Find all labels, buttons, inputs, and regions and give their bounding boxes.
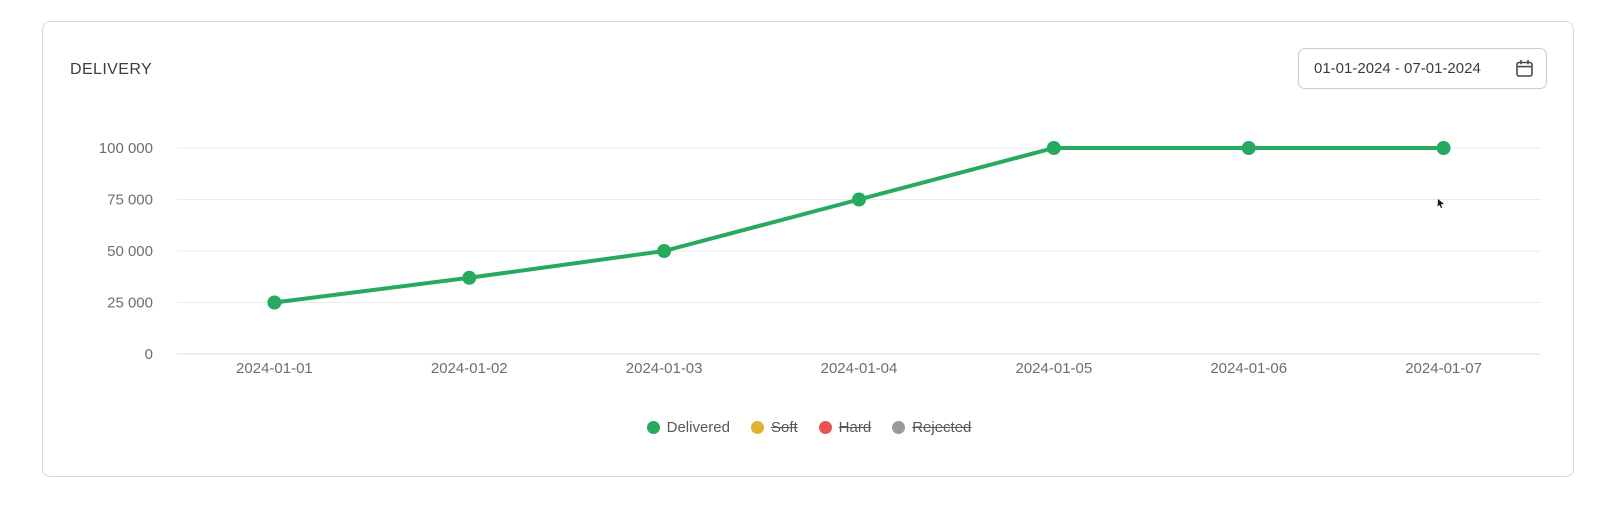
- date-range-value: 01-01-2024 - 07-01-2024: [1314, 60, 1481, 77]
- x-tick-label: 2024-01-07: [1405, 360, 1482, 377]
- data-point-delivered[interactable]: [462, 270, 477, 285]
- legend-label: Soft: [770, 419, 798, 436]
- y-tick-label: 0: [145, 346, 153, 363]
- legend-label: Rejected: [912, 419, 972, 436]
- calendar-icon: [1516, 59, 1533, 77]
- x-tick-label: 2024-01-06: [1210, 360, 1287, 377]
- data-point-delivered[interactable]: [852, 192, 866, 207]
- legend-item-soft[interactable]: Soft: [750, 419, 798, 436]
- data-point-delivered[interactable]: [657, 244, 672, 258]
- date-range-picker[interactable]: 01-01-2024 - 07-01-2024: [1298, 48, 1547, 89]
- data-point-delivered[interactable]: [1436, 141, 1451, 155]
- y-tick-label: 50 000: [107, 243, 153, 260]
- data-point-delivered[interactable]: [1046, 141, 1061, 155]
- mouse-cursor: [1437, 199, 1444, 208]
- legend-dot-rejected: [892, 421, 906, 434]
- legend-dot-soft: [750, 421, 764, 434]
- legend-item-hard[interactable]: Hard: [818, 419, 872, 436]
- legend-label: Delivered: [666, 419, 730, 436]
- y-tick-label: 100 000: [99, 140, 153, 157]
- chart-canvas: 0 25 000 50 000 75 000 100 000 2024-01-01 2024…: [99, 140, 1541, 377]
- page-title: DELIVERY: [70, 61, 153, 78]
- legend-dot-hard: [818, 421, 832, 434]
- line-chart: 0 25 000 50 000 75 000 100 000 2024-01-01 2024…: [43, 122, 1575, 402]
- chart-legend: Delivered Soft Hard Rejected: [43, 419, 1575, 436]
- series-line-delivered: [272, 146, 1446, 305]
- x-tick-label: 2024-01-05: [1015, 360, 1092, 377]
- x-tick-label: 2024-01-01: [236, 360, 313, 377]
- data-point-delivered[interactable]: [1241, 141, 1256, 155]
- x-tick-label: 2024-01-02: [431, 360, 508, 377]
- legend-item-rejected[interactable]: Rejected: [892, 419, 971, 436]
- x-tick-label: 2024-01-04: [821, 360, 898, 377]
- y-tick-label: 75 000: [107, 192, 153, 209]
- x-tick-label: 2024-01-03: [626, 360, 703, 377]
- legend-dot-delivered: [646, 421, 660, 434]
- data-point-delivered[interactable]: [267, 295, 282, 310]
- legend-label: Hard: [838, 419, 872, 436]
- delivery-chart-card: DELIVERY 01-01-2024 - 07-01-2024 0 25 000…: [42, 21, 1574, 477]
- y-tick-label: 25 000: [107, 295, 153, 312]
- legend-item-delivered[interactable]: Delivered: [646, 419, 730, 436]
